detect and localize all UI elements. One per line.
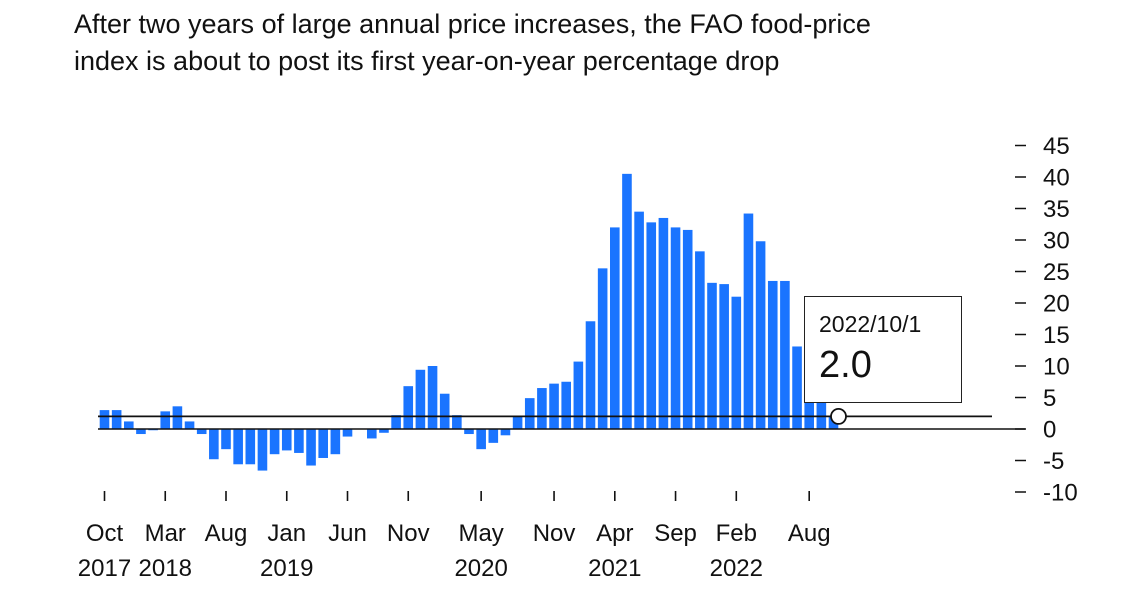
bar xyxy=(257,429,268,471)
y-tick-label: 5 xyxy=(1043,385,1056,412)
y-tick-label: 0 xyxy=(1043,417,1056,444)
y-tick-label: 35 xyxy=(1043,196,1070,223)
bar xyxy=(658,217,669,429)
bar xyxy=(695,251,705,429)
y-tick-label: 20 xyxy=(1043,291,1070,318)
bar xyxy=(342,429,353,437)
x-tick-label-month: Feb xyxy=(716,520,757,547)
bar xyxy=(610,227,620,429)
x-tick-label-year: 2022 xyxy=(710,555,763,582)
x-tick-label-month: Apr xyxy=(596,520,633,547)
y-tick-label: 25 xyxy=(1043,259,1070,286)
x-tick-label-month: May xyxy=(458,520,503,547)
bar xyxy=(233,429,243,465)
bar xyxy=(221,429,231,450)
bar xyxy=(452,415,462,429)
x-tick-label-month: Jan xyxy=(267,520,306,547)
chart-title-line-2: index is about to post its first year-on… xyxy=(74,46,780,76)
bar xyxy=(464,429,474,435)
bar xyxy=(488,429,499,443)
bar xyxy=(573,361,584,429)
bar xyxy=(318,429,328,458)
bar xyxy=(403,386,414,429)
bar xyxy=(537,388,547,429)
bar xyxy=(816,395,827,429)
bar xyxy=(367,429,377,439)
x-tick-label-month: Nov xyxy=(387,520,430,547)
bar xyxy=(172,406,183,429)
y-tick-label: 30 xyxy=(1043,228,1070,255)
bar xyxy=(330,429,341,455)
bar xyxy=(209,429,219,460)
bar xyxy=(439,393,450,429)
x-tick-label-month: Oct xyxy=(86,520,124,547)
bar xyxy=(755,241,766,429)
bar xyxy=(136,429,146,435)
bar xyxy=(646,222,657,429)
latest-point-marker xyxy=(830,407,847,425)
y-tick-label: -5 xyxy=(1043,448,1064,475)
bar xyxy=(111,410,122,429)
bar xyxy=(245,429,256,465)
bar xyxy=(719,284,729,429)
x-tick-label-month: Jun xyxy=(328,520,367,547)
bar xyxy=(780,280,790,429)
bar xyxy=(500,429,511,436)
y-tick-label: 45 xyxy=(1043,133,1070,160)
bar xyxy=(294,429,304,453)
x-tick-label-year: 2017 xyxy=(78,555,131,582)
x-tick-label-year: 2019 xyxy=(260,555,313,582)
bar xyxy=(184,421,195,429)
bar xyxy=(585,321,596,429)
x-tick-label-year: 2020 xyxy=(454,555,507,582)
bar xyxy=(682,229,693,429)
bar xyxy=(160,411,171,429)
bar xyxy=(427,366,438,429)
x-tick-label-month: Nov xyxy=(533,520,576,547)
bar xyxy=(306,429,316,466)
bar xyxy=(622,173,632,429)
bar xyxy=(792,346,802,429)
bar xyxy=(767,280,778,429)
bar xyxy=(804,381,814,429)
bar xyxy=(707,282,717,429)
tooltip-date: 2022/10/1 xyxy=(819,311,922,337)
x-tick-label-year: 2018 xyxy=(139,555,192,582)
chart-title-line-1: After two years of large annual price in… xyxy=(74,9,871,39)
y-tick-label: 15 xyxy=(1043,322,1070,349)
bar xyxy=(597,268,608,429)
bar xyxy=(415,369,426,429)
bar xyxy=(512,416,523,429)
bar xyxy=(549,383,559,429)
bar xyxy=(524,398,535,429)
bar xyxy=(476,429,486,450)
bar xyxy=(196,429,207,435)
data-tooltip: 2022/10/1 2.0 xyxy=(804,296,962,403)
bar xyxy=(124,421,134,429)
bar xyxy=(731,296,742,429)
bar xyxy=(634,211,644,429)
bar xyxy=(743,213,754,429)
bar xyxy=(269,429,280,455)
x-tick-label-month: Sep xyxy=(654,520,697,547)
tooltip-value: 2.0 xyxy=(819,344,872,386)
bar xyxy=(281,429,292,451)
x-tick-label-year: 2021 xyxy=(588,555,641,582)
bar xyxy=(561,381,571,429)
bar xyxy=(391,415,401,429)
y-tick-label: -10 xyxy=(1043,480,1078,507)
bar xyxy=(670,227,681,429)
bar xyxy=(379,429,389,433)
bar xyxy=(99,410,110,429)
y-tick-label: 40 xyxy=(1043,165,1070,192)
x-tick-label-month: Mar xyxy=(145,520,186,547)
y-tick-label: 10 xyxy=(1043,354,1070,381)
x-tick-label-month: Aug xyxy=(788,520,831,547)
chart-title: After two years of large annual price in… xyxy=(74,6,1094,80)
x-tick-label-month: Aug xyxy=(205,520,248,547)
